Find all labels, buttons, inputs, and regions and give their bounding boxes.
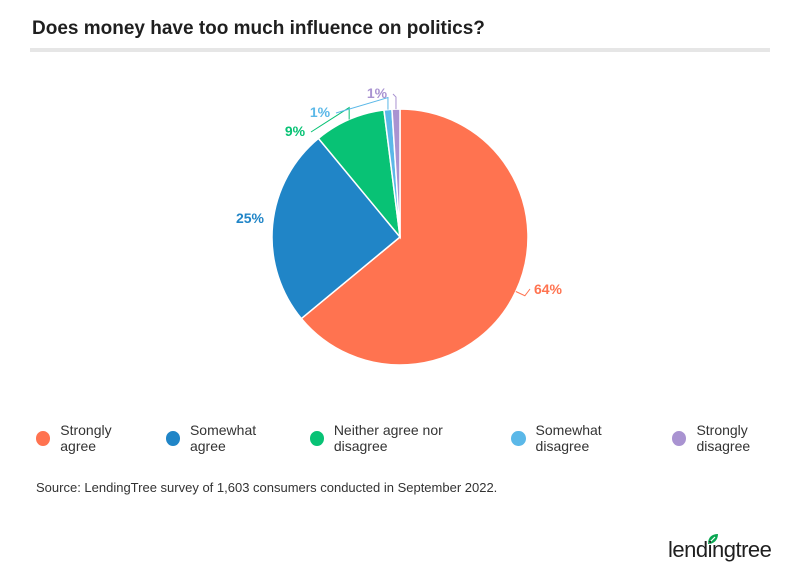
pie-slice — [271, 137, 402, 320]
legend-item: Somewhat disagree — [511, 422, 653, 454]
legend-item: Somewhat agree — [165, 422, 291, 454]
leader-line — [392, 93, 397, 110]
legend-label: Neither agree nor disagree — [333, 422, 443, 454]
lendingtree-logo: lendingtree — [668, 537, 772, 562]
data-label: 1% — [310, 104, 331, 120]
legend: Strongly agree Somewhat agree Neither ag… — [36, 422, 800, 454]
legend-item: Neither agree nor disagree — [309, 422, 493, 454]
legend-label: Strongly disagree — [696, 422, 751, 454]
title-divider — [30, 48, 770, 52]
leader-line — [335, 96, 389, 114]
legend-label: Somewhat agree — [189, 422, 257, 454]
legend-swatch — [36, 430, 51, 446]
data-label: 1% — [367, 85, 388, 101]
data-label: 64% — [534, 281, 563, 297]
legend-item: Strongly disagree — [672, 422, 800, 454]
legend-swatch — [672, 430, 687, 446]
source-note: Source: LendingTree survey of 1,603 cons… — [36, 480, 498, 495]
data-label: 9% — [285, 123, 306, 139]
leaf-icon — [708, 534, 718, 544]
pie-slice — [300, 108, 529, 366]
legend-item: Strongly agree — [36, 422, 147, 454]
legend-swatch — [511, 430, 526, 446]
legend-swatch — [309, 430, 324, 446]
chart-title: Does money have too much influence on po… — [32, 18, 485, 39]
legend-swatch — [165, 430, 180, 446]
pie-slice — [391, 108, 401, 238]
pie-chart: 64%25%9%1%1% — [236, 85, 563, 366]
legend-label: Somewhat disagree — [535, 422, 602, 454]
leader-line — [310, 106, 350, 133]
leader-line — [515, 288, 531, 297]
legend-label: Strongly agree — [60, 422, 112, 454]
data-label: 25% — [236, 210, 265, 226]
